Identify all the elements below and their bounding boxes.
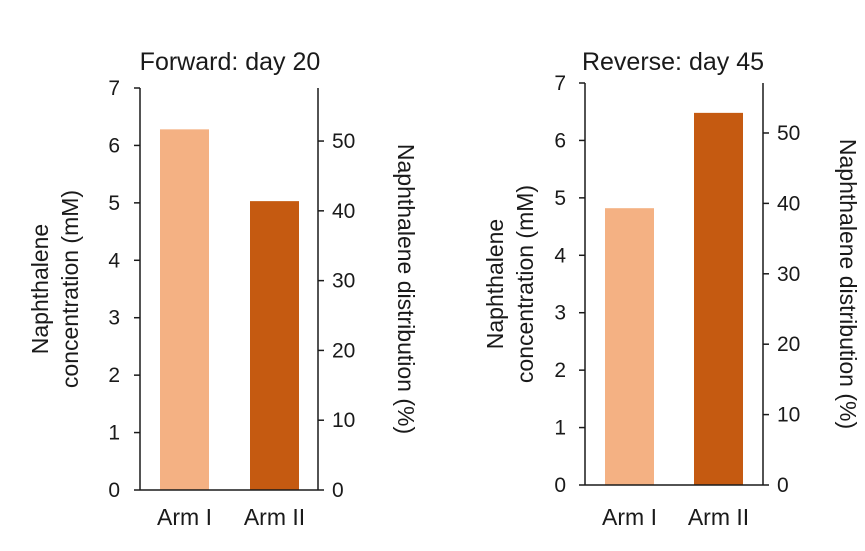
chart-1-category-label: Arm II bbox=[244, 504, 305, 530]
chart-1-left-tick-label: 4 bbox=[108, 249, 120, 272]
chart-1-left-axis-label-line: concentration (mM) bbox=[57, 190, 83, 388]
chart-1-title: Forward: day 20 bbox=[140, 48, 321, 76]
chart-1-left-tick-label: 5 bbox=[108, 192, 120, 215]
chart-2-right-tick-label: 40 bbox=[777, 192, 800, 215]
chart-2-category-label: Arm II bbox=[688, 504, 749, 530]
chart-1-left-tick-label: 1 bbox=[108, 422, 120, 445]
chart-2-left-tick-label: 6 bbox=[554, 129, 566, 152]
chart-1-left-tick-label: 0 bbox=[108, 479, 120, 502]
chart-2-bar-2 bbox=[694, 112, 743, 485]
chart-1-right-tick-label: 0 bbox=[332, 479, 344, 502]
chart-2-left-tick-label: 0 bbox=[554, 474, 566, 497]
chart-2-left-tick-label: 5 bbox=[554, 187, 566, 210]
chart-2-right-tick-label: 50 bbox=[777, 122, 800, 145]
chart-2-left-tick-label: 4 bbox=[554, 244, 566, 267]
chart-1-right-axis-label: Naphthalene distribution (%) bbox=[393, 144, 419, 434]
chart-1-left-axis-label-line: Naphthalene bbox=[27, 224, 53, 354]
chart-2-right-tick-label: 10 bbox=[777, 404, 800, 427]
chart-1-category-label: Arm I bbox=[157, 504, 212, 530]
chart-1-right-tick-label: 20 bbox=[332, 339, 355, 362]
chart-1-right-tick-label: 10 bbox=[332, 409, 355, 432]
chart-1-bar-1 bbox=[160, 129, 209, 490]
chart-1-left-tick-label: 6 bbox=[108, 134, 120, 157]
chart-1-bar-2 bbox=[250, 201, 299, 491]
chart-2-right-tick-label: 0 bbox=[777, 474, 789, 497]
chart-2-right-axis-label: Naphthalene distribution (%) bbox=[835, 139, 861, 429]
chart-1-left-tick-label: 3 bbox=[108, 307, 120, 330]
chart-2-title: Reverse: day 45 bbox=[582, 48, 764, 76]
chart-2-left-axis-label-line: Naphthalene bbox=[482, 219, 508, 349]
chart-2-bar-1 bbox=[605, 208, 654, 486]
chart-1-right-tick-label: 30 bbox=[332, 270, 355, 293]
chart-2-left-tick-label: 3 bbox=[554, 302, 566, 325]
chart-1-left-tick-label: 2 bbox=[108, 364, 120, 387]
chart-2-right-tick-label: 20 bbox=[777, 333, 800, 356]
chart-2-right-tick-label: 30 bbox=[777, 263, 800, 286]
chart-1-right-tick-label: 40 bbox=[332, 200, 355, 223]
chart-2-left-tick-label: 1 bbox=[554, 417, 566, 440]
chart-2-left-tick-label: 7 bbox=[554, 72, 566, 95]
chart-2-left-tick-label: 2 bbox=[554, 359, 566, 382]
chart-2-left-axis-label: Naphthalene concentration (mM) bbox=[482, 185, 538, 383]
chart-2-category-label: Arm I bbox=[602, 504, 657, 530]
chart-2-left-axis-label-line: concentration (mM) bbox=[512, 185, 538, 383]
chart-1-right-tick-label: 50 bbox=[332, 130, 355, 153]
chart-1-left-axis-label: Naphthalene concentration (mM) bbox=[27, 190, 83, 388]
chart-1-left-tick-label: 7 bbox=[108, 77, 120, 100]
